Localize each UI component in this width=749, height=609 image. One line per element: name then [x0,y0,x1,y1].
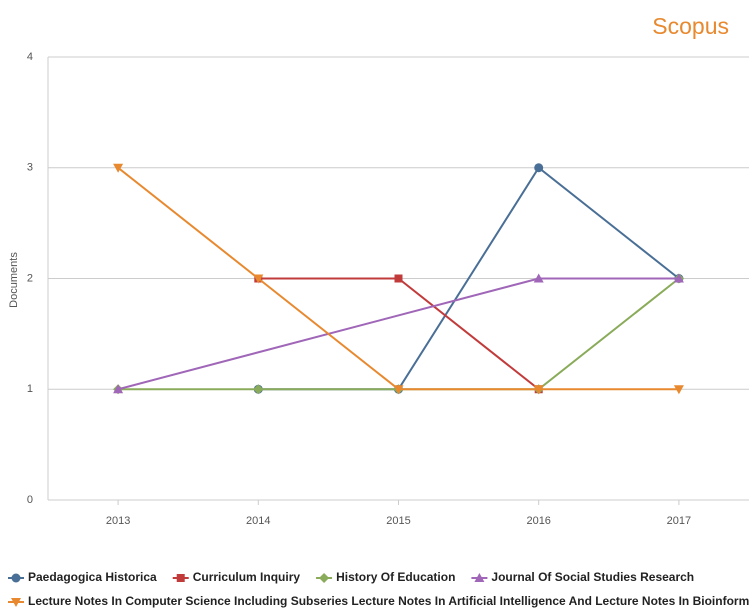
brand: Scopus [652,13,729,39]
legend-item: Paedagogica Historica [8,570,157,584]
x-tick-label: 2017 [667,515,691,527]
legend-label: Curriculum Inquiry [193,570,301,584]
x-tick-label: 2013 [106,515,130,527]
series-line [117,277,679,391]
y-axis-label: Documents [8,252,20,308]
legend-item: Curriculum Inquiry [172,570,301,584]
data-point [394,274,403,283]
data-point [673,273,684,283]
legend: Paedagogica Historica Curriculum Inquiry H… [8,570,749,608]
y-tick-label: 0 [27,494,33,506]
y-tick-label: 1 [27,383,33,395]
legend-marker [176,574,185,582]
y-tick-label: 4 [27,51,33,63]
y-tick-label: 2 [27,272,33,284]
data-point [533,273,544,283]
x-tick-label: 2015 [386,515,410,527]
legend-label: History Of Education [336,570,455,584]
data-point [113,384,124,394]
legend-item: History Of Education [316,570,455,584]
legend-marker [11,598,21,607]
data-point [253,384,264,395]
data-point [113,163,124,173]
y-tick-label: 3 [27,162,33,174]
legend-item: Lecture Notes In Computer Science Includ… [8,594,749,608]
series-line [118,277,680,391]
legend-label: Paedagogica Historica [28,570,157,584]
legend-marker [11,573,21,583]
data-point [533,385,544,395]
legend-marker [474,573,485,582]
series-line [258,277,540,391]
data-point [253,274,264,284]
x-tick-label: 2016 [526,515,550,527]
legend-label: Lecture Notes In Computer Science Includ… [28,594,749,608]
legend-item: Journal Of Social Studies Research [471,570,694,584]
data-point [393,385,404,395]
data-point [673,385,684,395]
data-point [534,163,544,173]
legend-label: Journal Of Social Studies Research [491,570,694,584]
x-tick-label: 2014 [246,515,270,527]
legend-marker [319,573,330,583]
